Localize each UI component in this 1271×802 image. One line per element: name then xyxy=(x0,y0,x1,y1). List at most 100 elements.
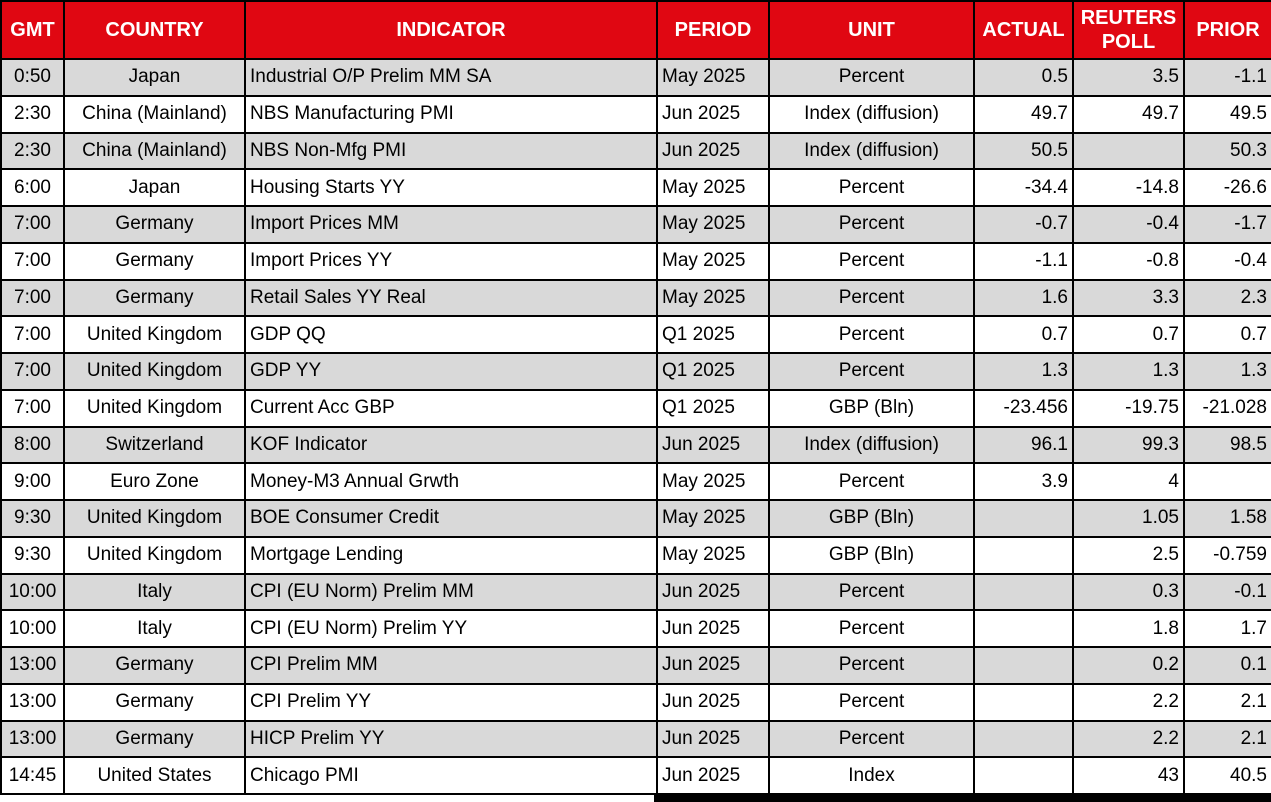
cell-country: Switzerland xyxy=(63,425,246,465)
cell-prior: 49.5 xyxy=(1183,94,1271,134)
cell-prior: 2.1 xyxy=(1183,719,1271,759)
cell-unit: Percent xyxy=(768,682,975,722)
cell-gmt: 8:00 xyxy=(0,425,65,465)
cell-indicator: Retail Sales YY Real xyxy=(244,278,658,318)
cell-unit: Percent xyxy=(768,205,975,244)
cell-indicator: Money-M3 Annual Grwth xyxy=(244,462,658,501)
cell-prior: -1.7 xyxy=(1183,205,1271,244)
cell-country: Germany xyxy=(63,205,246,244)
cell-gmt: 0:50 xyxy=(0,58,65,97)
cell-poll: 0.3 xyxy=(1072,572,1185,612)
cell-gmt: 14:45 xyxy=(0,756,65,795)
cell-poll: 99.3 xyxy=(1072,425,1185,465)
cell-country: Germany xyxy=(63,682,246,722)
cell-poll: 1.8 xyxy=(1072,609,1185,648)
cell-gmt: 13:00 xyxy=(0,719,65,759)
cell-period: May 2025 xyxy=(656,168,770,207)
cell-indicator: Housing Starts YY xyxy=(244,168,658,207)
cell-country: Italy xyxy=(63,572,246,612)
table-row: 7:00 United Kingdom GDP YY Q1 2025 Percent 1.… xyxy=(0,352,1271,391)
cell-actual: -0.7 xyxy=(973,205,1074,244)
cell-unit: Percent xyxy=(768,168,975,207)
cell-prior: 50.3 xyxy=(1183,131,1271,171)
cell-indicator: Mortgage Lending xyxy=(244,535,658,575)
cell-indicator: Current Acc GBP xyxy=(244,388,658,428)
cell-unit: Index (diffusion) xyxy=(768,425,975,465)
cell-gmt: 6:00 xyxy=(0,168,65,207)
cell-unit: Percent xyxy=(768,572,975,612)
cell-actual: 1.3 xyxy=(973,352,1074,391)
cell-poll: -14.8 xyxy=(1072,168,1185,207)
bottom-border-bar xyxy=(654,794,1271,802)
cell-period: Jun 2025 xyxy=(656,131,770,171)
cell-poll xyxy=(1072,131,1185,171)
cell-gmt: 10:00 xyxy=(0,572,65,612)
cell-period: May 2025 xyxy=(656,241,770,281)
cell-prior: -0.4 xyxy=(1183,241,1271,281)
cell-country: United Kingdom xyxy=(63,499,246,538)
cell-country: United Kingdom xyxy=(63,388,246,428)
col-header-prior: PRIOR xyxy=(1183,0,1271,60)
cell-poll: 0.7 xyxy=(1072,315,1185,354)
cell-indicator: BOE Consumer Credit xyxy=(244,499,658,538)
table-row: 10:00 Italy CPI (EU Norm) Prelim YY Jun 202… xyxy=(0,609,1271,648)
cell-period: May 2025 xyxy=(656,278,770,318)
table-body: 0:50 Japan Industrial O/P Prelim MM SA May … xyxy=(0,58,1271,795)
col-header-country: COUNTRY xyxy=(63,0,246,60)
cell-poll: -19.75 xyxy=(1072,388,1185,428)
col-header-actual: ACTUAL xyxy=(973,0,1074,60)
cell-actual xyxy=(973,535,1074,575)
cell-poll: 1.3 xyxy=(1072,352,1185,391)
cell-country: United Kingdom xyxy=(63,535,246,575)
cell-country: Japan xyxy=(63,168,246,207)
table-row: 13:00 Germany HICP Prelim YY Jun 2025 Percen… xyxy=(0,719,1271,759)
cell-actual: 0.7 xyxy=(973,315,1074,354)
cell-period: May 2025 xyxy=(656,462,770,501)
cell-poll: 2.5 xyxy=(1072,535,1185,575)
cell-country: Germany xyxy=(63,646,246,685)
cell-unit: GBP (Bln) xyxy=(768,499,975,538)
cell-unit: Index (diffusion) xyxy=(768,94,975,134)
cell-actual xyxy=(973,756,1074,795)
cell-prior: 40.5 xyxy=(1183,756,1271,795)
cell-gmt: 7:00 xyxy=(0,352,65,391)
cell-period: Jun 2025 xyxy=(656,682,770,722)
cell-gmt: 9:30 xyxy=(0,499,65,538)
table-row: 14:45 United States Chicago PMI Jun 2025 Ind… xyxy=(0,756,1271,795)
cell-period: May 2025 xyxy=(656,499,770,538)
col-header-indicator: INDICATOR xyxy=(244,0,658,60)
col-header-period: PERIOD xyxy=(656,0,770,60)
cell-period: Q1 2025 xyxy=(656,352,770,391)
cell-unit: Percent xyxy=(768,58,975,97)
table-row: 7:00 Germany Import Prices MM May 2025 Perce… xyxy=(0,205,1271,244)
cell-country: Germany xyxy=(63,719,246,759)
cell-period: Jun 2025 xyxy=(656,94,770,134)
cell-prior: 0.7 xyxy=(1183,315,1271,354)
cell-indicator: Industrial O/P Prelim MM SA xyxy=(244,58,658,97)
cell-period: May 2025 xyxy=(656,535,770,575)
table-row: 7:00 United Kingdom GDP QQ Q1 2025 Percent 0.… xyxy=(0,315,1271,354)
cell-period: May 2025 xyxy=(656,205,770,244)
cell-country: Italy xyxy=(63,609,246,648)
cell-period: Jun 2025 xyxy=(656,609,770,648)
header-row: GMT COUNTRY INDICATOR PERIOD UNIT ACTUAL… xyxy=(0,0,1271,60)
cell-indicator: Chicago PMI xyxy=(244,756,658,795)
cell-prior: 2.1 xyxy=(1183,682,1271,722)
table-row: 8:00 Switzerland KOF Indicator Jun 2025 Inde… xyxy=(0,425,1271,465)
cell-prior: -1.1 xyxy=(1183,58,1271,97)
cell-country: China (Mainland) xyxy=(63,131,246,171)
cell-actual: 49.7 xyxy=(973,94,1074,134)
cell-prior: 1.7 xyxy=(1183,609,1271,648)
cell-poll: 49.7 xyxy=(1072,94,1185,134)
cell-country: United States xyxy=(63,756,246,795)
table-row: 13:00 Germany CPI Prelim YY Jun 2025 Percent… xyxy=(0,682,1271,722)
cell-poll: 2.2 xyxy=(1072,682,1185,722)
cell-gmt: 2:30 xyxy=(0,131,65,171)
cell-actual: -1.1 xyxy=(973,241,1074,281)
cell-prior: -0.759 xyxy=(1183,535,1271,575)
cell-unit: Percent xyxy=(768,352,975,391)
cell-unit: GBP (Bln) xyxy=(768,535,975,575)
cell-actual xyxy=(973,572,1074,612)
table-row: 9:30 United Kingdom BOE Consumer Credit May… xyxy=(0,499,1271,538)
table-row: 13:00 Germany CPI Prelim MM Jun 2025 Percent… xyxy=(0,646,1271,685)
